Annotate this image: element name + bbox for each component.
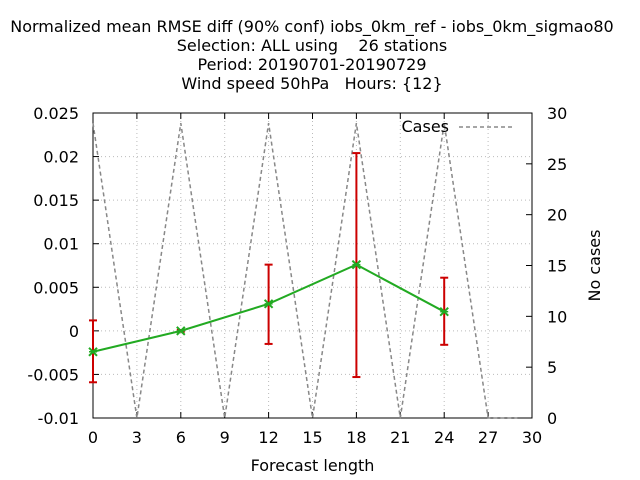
chart-title-line: Normalized mean RMSE diff (90% conf) iob… (10, 17, 613, 37)
y2-tick-label: 30 (547, 104, 567, 123)
legend-label-cases: Cases (402, 117, 450, 136)
y2-tick-label: 15 (547, 257, 567, 276)
data-point (176, 326, 186, 336)
y2-tick-label: 0 (547, 409, 557, 428)
x-axis: 0 3 6 9 12 15 18 21 24 27 30 (88, 113, 542, 447)
x-tick-label: 15 (302, 428, 322, 447)
y2-tick-label: 20 (547, 206, 567, 225)
y2-tick-label: 5 (547, 358, 557, 377)
x-tick-label: 3 (132, 428, 142, 447)
data-point (88, 347, 98, 357)
y-axis-right: 0 5 10 15 20 25 30 (526, 104, 567, 428)
y-axis-left: -0.01 -0.005 0 0.005 0.01 0.015 0.02 0.025 (27, 104, 99, 428)
cases-series-line (92, 123, 518, 419)
x-tick-label: 18 (346, 428, 366, 447)
y-tick-label: 0.005 (33, 278, 79, 297)
y2-tick-label: 10 (547, 307, 567, 326)
data-point (439, 306, 449, 317)
chart-title-line: Wind speed 50hPa Hours: {12} (181, 74, 442, 93)
y-tick-label: -0.005 (27, 365, 79, 384)
x-axis-label: Forecast length (251, 456, 375, 475)
x-tick-label: 21 (390, 428, 410, 447)
y2-tick-label: 25 (547, 155, 567, 174)
y-tick-label: 0.025 (33, 104, 79, 123)
y-tick-label: 0.015 (33, 191, 79, 210)
x-tick-label: 9 (220, 428, 230, 447)
chart-title: Normalized mean RMSE diff (90% conf) iob… (10, 17, 613, 93)
x-tick-label: 24 (434, 428, 454, 447)
data-point (263, 299, 274, 309)
x-tick-label: 6 (176, 428, 186, 447)
series-layer (88, 123, 518, 419)
chart-title-line: Selection: ALL using 26 stations (177, 36, 447, 55)
x-tick-label: 27 (478, 428, 498, 447)
y-tick-label: -0.01 (38, 409, 79, 428)
x-tick-label: 12 (258, 428, 278, 447)
y-tick-label: 0.01 (43, 235, 79, 254)
y2-axis-label: No cases (585, 230, 604, 302)
data-point (351, 259, 362, 270)
chart-title-line: Period: 20190701-20190729 (197, 55, 426, 74)
x-tick-label: 30 (522, 428, 542, 447)
y-tick-label: 0 (69, 322, 79, 341)
x-tick-label: 0 (88, 428, 98, 447)
legend: Cases (402, 117, 512, 136)
y-tick-label: 0.02 (43, 148, 79, 167)
